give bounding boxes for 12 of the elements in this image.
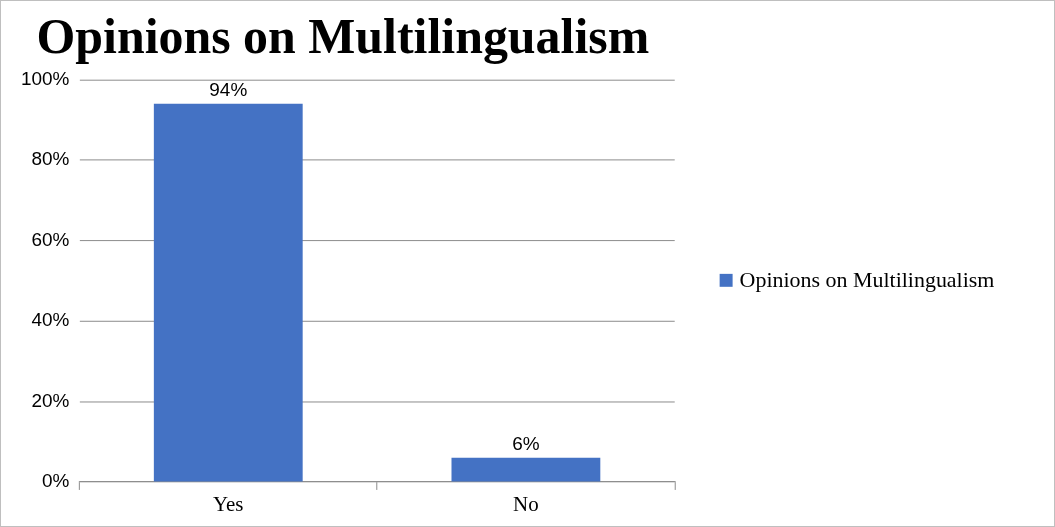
legend-label: Opinions on Multilingualism	[739, 266, 995, 292]
data-label: 6%	[512, 432, 540, 454]
y-tick-label: 20%	[31, 389, 70, 411]
y-tick-label: 40%	[31, 309, 70, 331]
data-label: 94%	[209, 78, 248, 100]
chart-title: Opinions on Multilingualism	[36, 8, 650, 64]
y-tick-label: 80%	[31, 148, 70, 170]
y-tick-label: 60%	[31, 228, 70, 250]
x-tick-label: No	[513, 491, 539, 516]
x-tick-label: Yes	[213, 491, 244, 516]
y-tick-label: 100%	[20, 67, 70, 89]
y-tick-label: 0%	[42, 470, 70, 492]
